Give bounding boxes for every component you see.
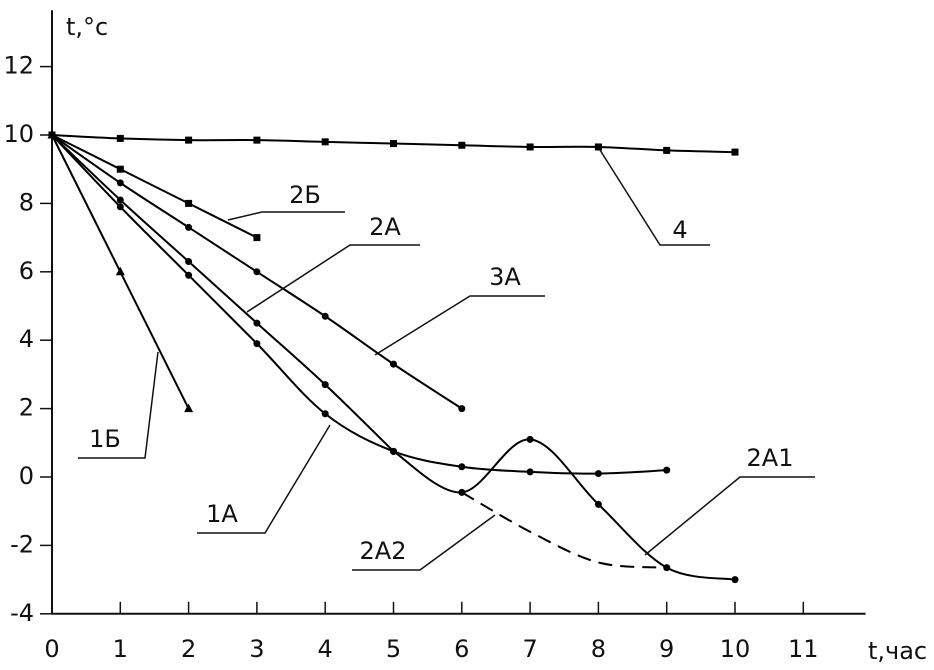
marker <box>321 410 329 418</box>
marker <box>663 466 671 474</box>
marker <box>731 148 739 156</box>
series-line <box>51 134 395 453</box>
marker <box>731 576 739 584</box>
x-tick-label: 4 <box>318 635 333 663</box>
series-label: 2Б <box>289 181 321 209</box>
series-label: 2А <box>369 213 401 241</box>
leader-line <box>644 476 815 556</box>
x-tick-label: 7 <box>522 635 537 663</box>
series-line <box>51 134 258 239</box>
series-label: 1Б <box>89 425 121 453</box>
x-tick-label: 11 <box>788 635 819 663</box>
y-tick-label: 10 <box>3 120 34 148</box>
y-tick-label: 4 <box>19 325 34 353</box>
leader-line <box>352 514 496 571</box>
marker <box>594 500 602 508</box>
marker <box>185 271 193 279</box>
marker <box>663 146 671 154</box>
leader-line <box>374 295 545 356</box>
x-tick-label: 2 <box>181 635 196 663</box>
x-tick-label: 0 <box>44 635 59 663</box>
marker <box>321 381 329 389</box>
marker <box>526 468 534 476</box>
marker <box>390 447 397 455</box>
y-tick-label: 6 <box>19 257 34 285</box>
marker <box>390 360 397 368</box>
series-label: 1А <box>206 500 238 528</box>
series-line <box>392 438 736 581</box>
marker <box>185 258 193 266</box>
y-axis-label: t,°c <box>66 13 108 41</box>
marker <box>526 143 534 151</box>
series-line <box>461 491 667 569</box>
x-tick-label: 8 <box>591 635 606 663</box>
marker <box>594 470 602 478</box>
series-label: 3А <box>489 263 521 291</box>
marker <box>47 130 57 139</box>
leader-line <box>246 244 420 313</box>
x-tick-label: 5 <box>386 635 401 663</box>
y-tick-label: 0 <box>19 462 34 490</box>
marker <box>390 140 397 148</box>
y-tick-label: 12 <box>3 52 34 80</box>
y-tick-label: -2 <box>10 530 34 558</box>
marker <box>458 463 466 471</box>
leader-line <box>227 211 345 221</box>
x-tick-label: 10 <box>720 635 751 663</box>
y-tick-label: 8 <box>19 188 34 216</box>
marker <box>115 266 125 276</box>
marker <box>253 234 261 242</box>
x-tick-label: 6 <box>454 635 469 663</box>
series-label: 2А1 <box>747 444 794 472</box>
x-tick-label: 9 <box>659 635 674 663</box>
leader-line <box>599 149 710 246</box>
marker <box>253 319 261 327</box>
marker <box>185 199 193 207</box>
leader-line <box>197 424 331 534</box>
marker <box>458 405 466 413</box>
marker <box>458 141 466 149</box>
y-tick-label: -4 <box>10 599 34 627</box>
marker <box>116 196 124 204</box>
marker <box>594 143 602 151</box>
marker <box>321 312 329 320</box>
marker <box>184 403 194 413</box>
x-axis-label: t,час <box>868 637 927 665</box>
marker <box>321 138 329 146</box>
y-tick-label: 2 <box>19 394 34 422</box>
marker <box>253 340 261 348</box>
marker <box>116 165 124 173</box>
marker <box>253 136 261 144</box>
marker <box>116 179 124 187</box>
series-label: 2А2 <box>360 537 407 565</box>
series-line <box>51 134 667 475</box>
marker <box>185 223 193 231</box>
marker <box>253 268 261 276</box>
marker <box>116 203 124 211</box>
marker <box>185 136 193 144</box>
x-tick-label: 3 <box>249 635 264 663</box>
marker <box>116 134 124 142</box>
marker <box>526 435 534 443</box>
x-tick-label: 1 <box>113 635 128 663</box>
series-label: 4 <box>672 216 687 244</box>
leader-line <box>78 351 159 459</box>
